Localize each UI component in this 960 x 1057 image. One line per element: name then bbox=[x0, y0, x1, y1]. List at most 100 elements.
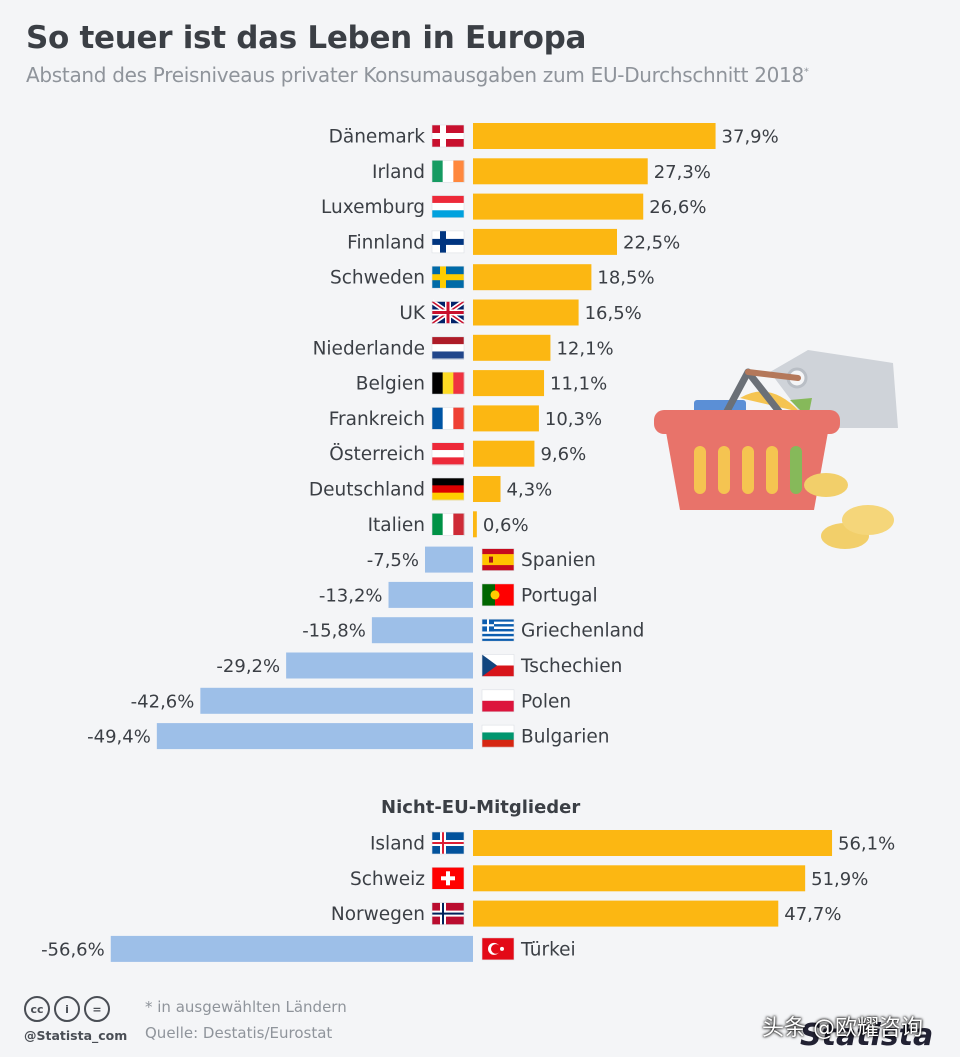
section-heading: Nicht-EU-Mitglieder bbox=[381, 797, 580, 818]
country-label-polen: Polen bbox=[521, 691, 571, 712]
footnote: * in ausgewählten Ländern bbox=[145, 998, 347, 1016]
flag-griechenland-icon bbox=[481, 618, 515, 642]
value-label-deutschland: 4,3% bbox=[507, 480, 553, 501]
bar-deutschland bbox=[473, 476, 501, 502]
watermark: 头条 @欧耀咨询 bbox=[762, 1016, 923, 1041]
value-label-polen: -42,6% bbox=[131, 691, 195, 712]
bar-schweiz bbox=[473, 865, 806, 892]
flag-deutschland-icon bbox=[431, 477, 465, 501]
flag-tschechien-icon bbox=[481, 654, 515, 677]
bar-row-griechenland: -15,8% Griechenland bbox=[302, 617, 644, 644]
country-label-daenemark: Dänemark bbox=[329, 127, 426, 148]
source-handle: @Statista_com bbox=[24, 1028, 128, 1043]
bar-tuerkei bbox=[110, 935, 473, 962]
shopping-basket-illustration bbox=[654, 350, 898, 549]
country-label-finnland: Finnland bbox=[347, 232, 425, 253]
flag-niederlande-icon bbox=[431, 336, 465, 360]
bar-row-island: 56,1% Island bbox=[370, 830, 895, 856]
flag-bulgarien-icon bbox=[481, 724, 515, 748]
value-label-norwegen: 47,7% bbox=[784, 904, 841, 925]
bar-row-tuerkei: -56,6% Türkei bbox=[41, 935, 576, 962]
country-label-portugal: Portugal bbox=[521, 585, 598, 606]
bar-row-norwegen: 47,7% Norwegen bbox=[331, 900, 841, 927]
flag-irland-icon bbox=[431, 160, 465, 183]
value-label-bulgarien: -49,4% bbox=[87, 727, 151, 748]
value-label-tuerkei: -56,6% bbox=[41, 939, 105, 960]
value-label-oesterreich: 9,6% bbox=[540, 444, 586, 465]
country-label-tschechien: Tschechien bbox=[520, 656, 622, 677]
flag-daenemark-icon bbox=[431, 124, 465, 148]
country-label-tuerkei: Türkei bbox=[520, 939, 576, 960]
bar-row-tschechien: -29,2% Tschechien bbox=[216, 652, 622, 679]
bar-row-luxemburg: 26,6% Luxemburg bbox=[321, 193, 706, 220]
chart-title: So teuer ist das Leben in Europa bbox=[26, 20, 587, 56]
flag-finnland-icon bbox=[431, 230, 465, 254]
value-label-belgien: 11,1% bbox=[550, 374, 607, 395]
subtitle-text: Abstand des Preisniveaus privater Konsum… bbox=[26, 63, 804, 87]
bar-row-schweiz: 51,9% Schweiz bbox=[350, 865, 868, 892]
bar-irland bbox=[473, 158, 648, 185]
flag-norwegen-icon bbox=[431, 902, 465, 925]
bar-bulgarien bbox=[156, 723, 473, 750]
country-label-schweiz: Schweiz bbox=[350, 869, 425, 890]
flag-belgien-icon bbox=[431, 371, 465, 395]
bar-polen bbox=[200, 687, 474, 714]
bar-row-oesterreich: 9,6% Österreich bbox=[329, 440, 586, 467]
cc-icon: cc bbox=[24, 996, 50, 1022]
value-label-griechenland: -15,8% bbox=[302, 621, 366, 642]
value-label-island: 56,1% bbox=[838, 834, 895, 855]
country-label-italien: Italien bbox=[368, 515, 425, 536]
value-label-uk: 16,5% bbox=[585, 303, 642, 324]
bar-tschechien bbox=[286, 652, 473, 679]
country-label-uk: UK bbox=[399, 303, 426, 324]
attribution-icon: i bbox=[54, 996, 80, 1022]
bar-daenemark bbox=[473, 123, 716, 149]
bar-row-bulgarien: -49,4% Bulgarien bbox=[87, 723, 610, 750]
flag-frankreich-icon bbox=[431, 407, 465, 430]
bar-griechenland bbox=[371, 617, 473, 644]
flag-schweiz-icon bbox=[431, 866, 465, 890]
flag-schweden-icon bbox=[431, 265, 465, 289]
country-label-belgien: Belgien bbox=[356, 374, 425, 395]
bar-portugal bbox=[388, 581, 473, 608]
bar-row-spanien: -7,5% Spanien bbox=[367, 546, 596, 573]
flag-italien-icon bbox=[431, 512, 465, 536]
bar-row-frankreich: 10,3% Frankreich bbox=[329, 405, 602, 432]
flag-tuerkei-icon bbox=[481, 937, 515, 961]
bar-row-italien: 0,6% Italien bbox=[368, 511, 529, 538]
flag-luxemburg-icon bbox=[431, 195, 465, 218]
country-label-niederlande: Niederlande bbox=[313, 338, 425, 359]
chart-subtitle: Abstand des Preisniveaus privater Konsum… bbox=[26, 63, 809, 87]
country-label-frankreich: Frankreich bbox=[329, 409, 425, 430]
flag-polen-icon bbox=[481, 689, 515, 713]
license-icons: cc i = bbox=[24, 996, 110, 1022]
bar-row-irland: 27,3% Irland bbox=[372, 158, 711, 185]
value-label-niederlande: 12,1% bbox=[556, 338, 613, 359]
country-label-schweden: Schweden bbox=[330, 268, 425, 289]
country-label-oesterreich: Österreich bbox=[329, 443, 425, 465]
bar-row-niederlande: 12,1% Niederlande bbox=[313, 334, 614, 361]
flag-island-icon bbox=[431, 831, 465, 855]
bar-chart: 37,9% Dänemark 27,3% Irland 26,6% Luxemburg 22… bbox=[41, 123, 898, 962]
bar-finnland bbox=[473, 228, 617, 255]
flag-portugal-icon bbox=[481, 583, 515, 607]
bar-island bbox=[473, 830, 833, 856]
value-label-tschechien: -29,2% bbox=[216, 656, 280, 677]
brand-logo: Statista bbox=[800, 1018, 934, 1053]
bar-uk bbox=[473, 299, 579, 326]
bar-italien bbox=[473, 511, 477, 538]
flag-oesterreich-icon bbox=[431, 442, 465, 466]
flag-spanien-icon bbox=[481, 548, 515, 571]
basket-icon bbox=[654, 410, 840, 510]
bar-luxemburg bbox=[473, 193, 644, 220]
bar-row-schweden: 18,5% Schweden bbox=[330, 264, 655, 291]
bar-row-finnland: 22,5% Finnland bbox=[347, 228, 680, 255]
bar-niederlande bbox=[473, 334, 551, 361]
bar-row-daenemark: 37,9% Dänemark bbox=[329, 123, 779, 149]
value-label-italien: 0,6% bbox=[483, 515, 529, 536]
country-label-bulgarien: Bulgarien bbox=[521, 727, 610, 748]
bar-norwegen bbox=[473, 900, 779, 927]
country-label-island: Island bbox=[370, 834, 425, 855]
value-label-finnland: 22,5% bbox=[623, 232, 680, 253]
coins-icon bbox=[804, 473, 894, 549]
